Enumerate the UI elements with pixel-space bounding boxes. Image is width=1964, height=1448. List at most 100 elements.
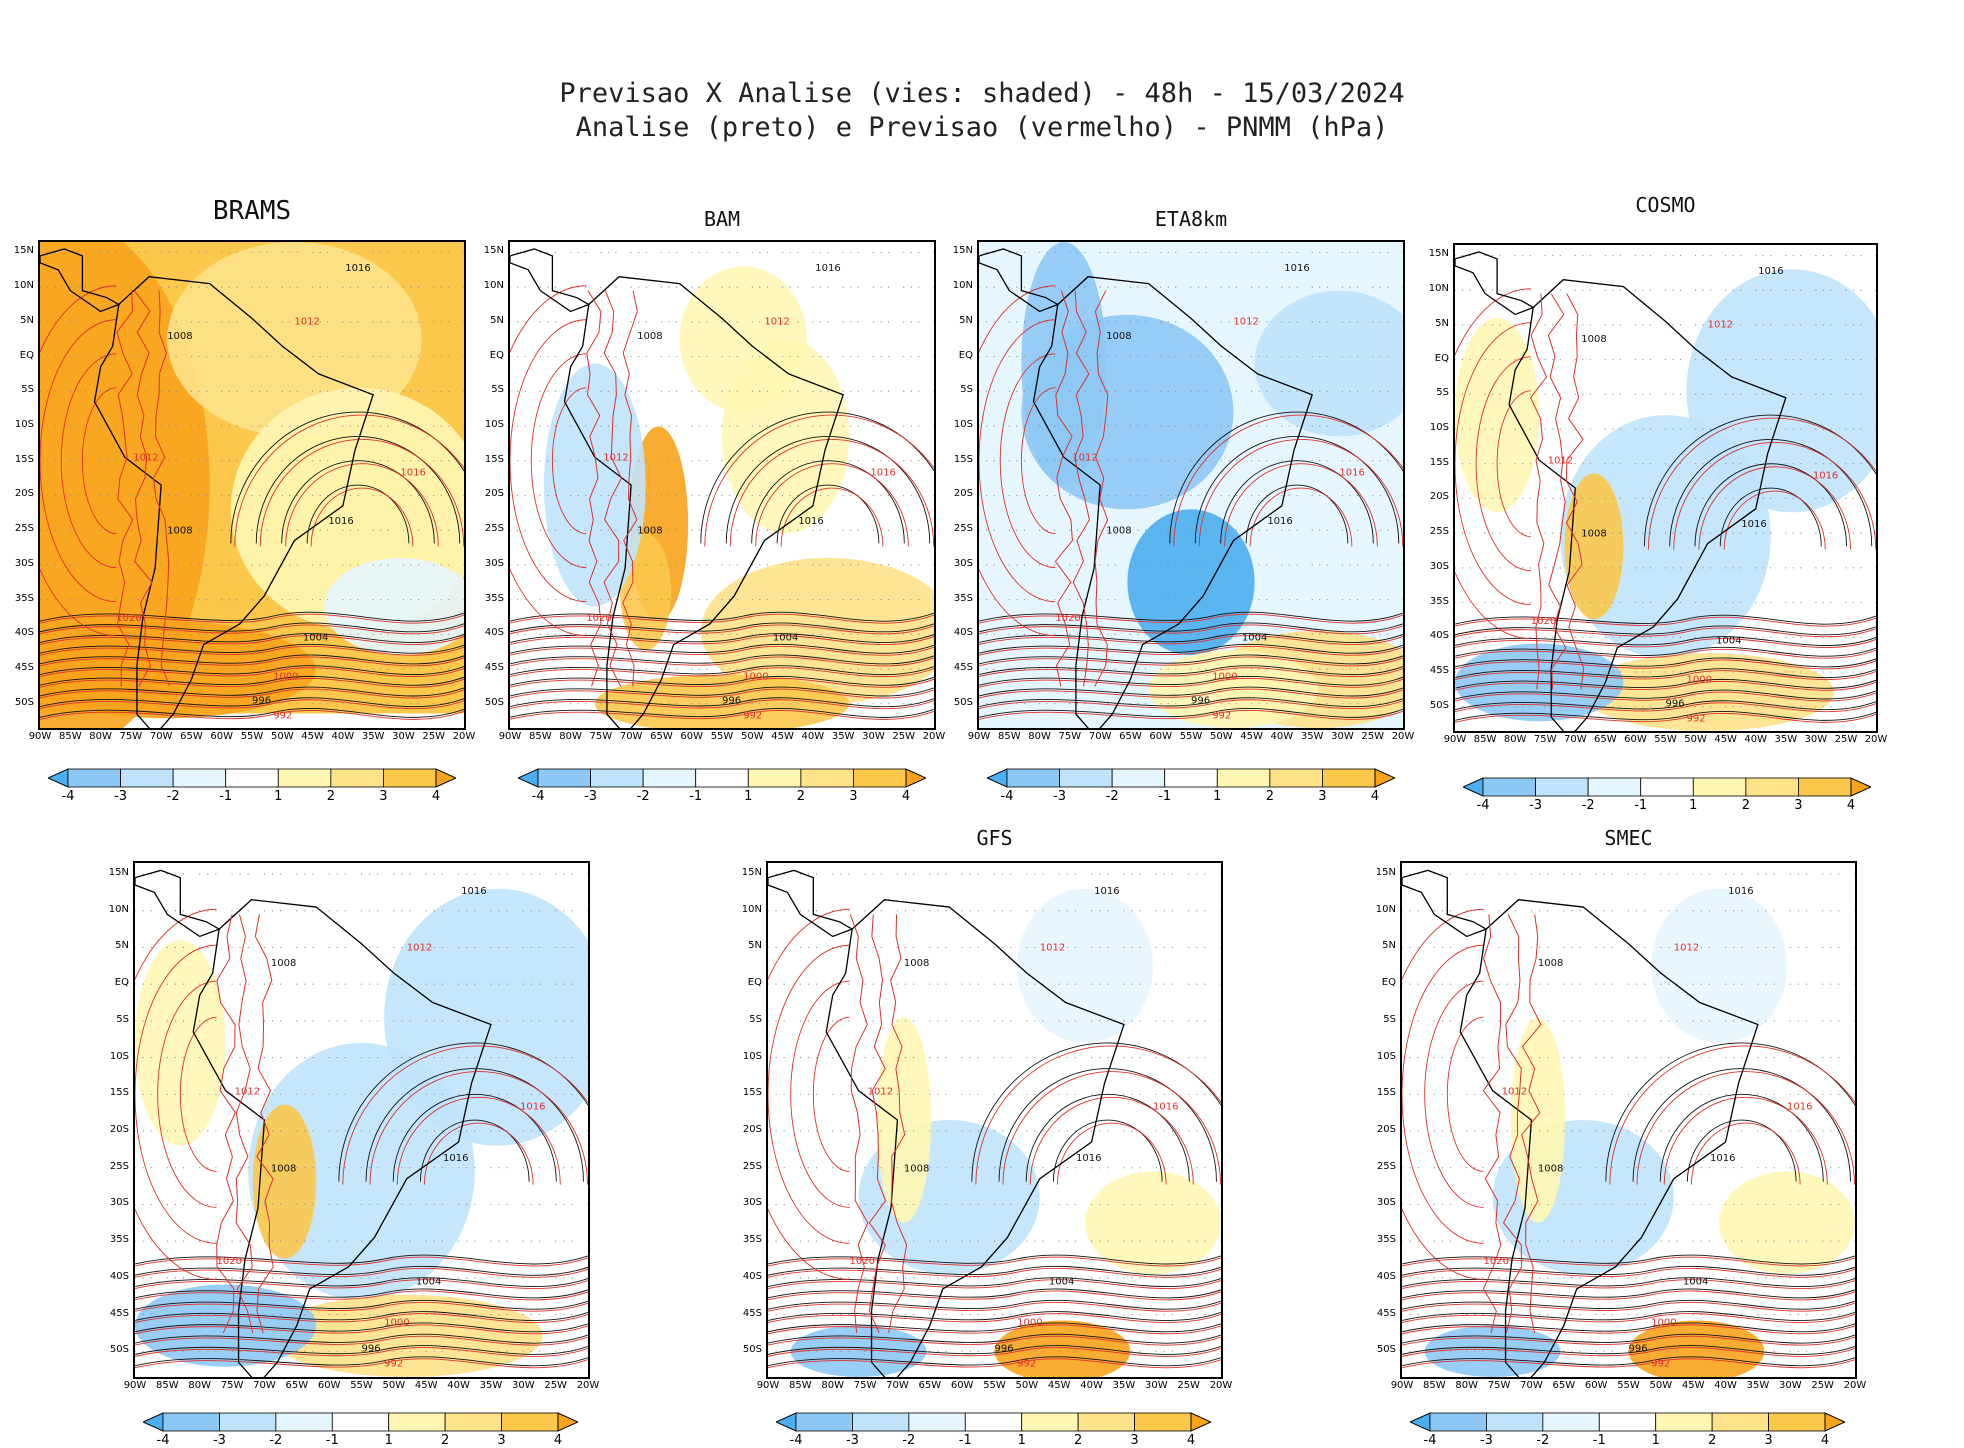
lat-label: 15S [109, 1087, 129, 1099]
lon-label: 35W [361, 731, 385, 742]
colorbar-brams [46, 768, 458, 788]
bias-blob [1455, 317, 1540, 513]
lon-label: 60W [1624, 734, 1647, 745]
colorbar-label: -1 [1634, 798, 1648, 813]
colorbar [1461, 777, 1873, 801]
lon-label: 65W [918, 1380, 942, 1391]
colorbar-bin [1692, 777, 1747, 797]
isobar-label: 1004 [1716, 636, 1741, 647]
lon-label: 40W [447, 1380, 470, 1391]
bias-blob [1017, 888, 1154, 1043]
isobar-label: 1020 [1531, 616, 1556, 627]
isobar-label: 1004 [1049, 1276, 1074, 1287]
colorbar-label: 2 [1708, 1433, 1717, 1448]
colorbar-bin [795, 1412, 853, 1432]
colorbar-label: -1 [958, 1433, 972, 1448]
isobar-label: 1000 [743, 671, 768, 682]
isobar-label: 1016 [345, 263, 370, 274]
lat-label: 5S [491, 384, 504, 396]
colorbar-bin [330, 768, 384, 788]
lon-label: 20W [1864, 734, 1888, 745]
lon-label: 60W [680, 731, 704, 742]
lat-label: 15N [483, 245, 504, 257]
lat-label: 40S [1429, 630, 1449, 642]
lon-label: 50W [270, 731, 294, 742]
colorbar-label: 3 [379, 789, 388, 804]
lon-label: 25W [422, 731, 446, 742]
colorbar-label: -1 [1158, 789, 1172, 804]
isobar-label: 1008 [1581, 529, 1606, 540]
colorbar-arrow-left [46, 768, 69, 788]
lat-label: 50S [953, 696, 973, 708]
lat-label: 10S [484, 418, 504, 430]
colorbar-bin [1482, 777, 1536, 797]
lon-label: 40W [1744, 734, 1768, 745]
lat-label: 10N [741, 903, 762, 915]
lat-label: 30S [109, 1197, 129, 1209]
andes-contour [868, 914, 887, 1334]
andes-contour [1530, 293, 1548, 690]
colorbar-eta [985, 768, 1397, 788]
lat-label: 15S [14, 453, 34, 465]
lon-label: 30W [1144, 1380, 1168, 1391]
lon-label: 45W [771, 731, 794, 742]
isobar-label: 1012 [1674, 942, 1699, 953]
colorbar-label: -3 [845, 1433, 859, 1448]
colorbar-bin [1134, 1412, 1192, 1432]
lat-label: 25S [109, 1160, 129, 1172]
colorbar-label: 1 [1651, 1433, 1660, 1448]
andes-contour [134, 290, 153, 687]
lon-label: 20W [922, 731, 946, 742]
lat-label: 5S [21, 384, 34, 396]
lon-label: 25W [1834, 734, 1858, 745]
lat-label: 50S [1429, 699, 1449, 711]
lon-label: 85W [1473, 734, 1497, 745]
lat-label: 20S [1429, 491, 1449, 503]
andes-contour [888, 914, 908, 1334]
colorbar-label: -2 [269, 1433, 283, 1448]
lat-label: 15N [1375, 867, 1396, 878]
isobar-label: 1012 [868, 1086, 893, 1097]
lat-label: 10N [13, 280, 34, 292]
lon-label: 90W [123, 1380, 147, 1391]
isobar-label: 996 [1191, 696, 1210, 707]
colorbar-bin [1535, 777, 1589, 797]
colorbar-gfs [774, 1412, 1213, 1432]
bias-blob [1510, 1017, 1566, 1223]
lon-label: 55W [983, 1380, 1006, 1391]
colorbar [46, 768, 458, 792]
lon-label: 60W [1584, 1380, 1608, 1391]
lat-label: 35S [1376, 1234, 1396, 1246]
colorbar-label: 2 [326, 789, 335, 804]
andes-contour [603, 290, 622, 687]
colorbar-bin [277, 768, 332, 788]
lon-label: 20W [1209, 1380, 1233, 1391]
colorbar-bin [537, 768, 591, 788]
isobar-label: 996 [995, 1343, 1014, 1354]
lon-label: 30W [1331, 731, 1354, 742]
lon-label: 30W [1804, 734, 1828, 745]
colorbar-p5 [141, 1412, 580, 1432]
lat-label: 5N [1382, 940, 1396, 952]
colorbar-arrow-right [1374, 768, 1397, 788]
lon-label: 25W [1811, 1380, 1834, 1391]
colorbar [985, 768, 1397, 792]
colorbar-label: -2 [1536, 1433, 1550, 1448]
isobar-label: 992 [743, 710, 762, 721]
bias-blob [135, 940, 226, 1146]
lat-label: 35S [742, 1234, 762, 1246]
isobar-label: 1008 [637, 526, 662, 537]
lon-label: 50W [382, 1380, 406, 1391]
lat-label: 30S [14, 557, 34, 569]
lat-label: 10S [14, 418, 34, 430]
lon-label: 50W [1649, 1380, 1673, 1391]
isobar-label: 1008 [271, 958, 296, 969]
lat-label: 5N [490, 314, 504, 326]
bias-blob [1127, 509, 1255, 656]
lon-label: 60W [210, 731, 234, 742]
isobar-label: 1012 [407, 942, 432, 953]
colorbar-bin [275, 1412, 333, 1432]
lon-label: 20W [1391, 731, 1415, 742]
